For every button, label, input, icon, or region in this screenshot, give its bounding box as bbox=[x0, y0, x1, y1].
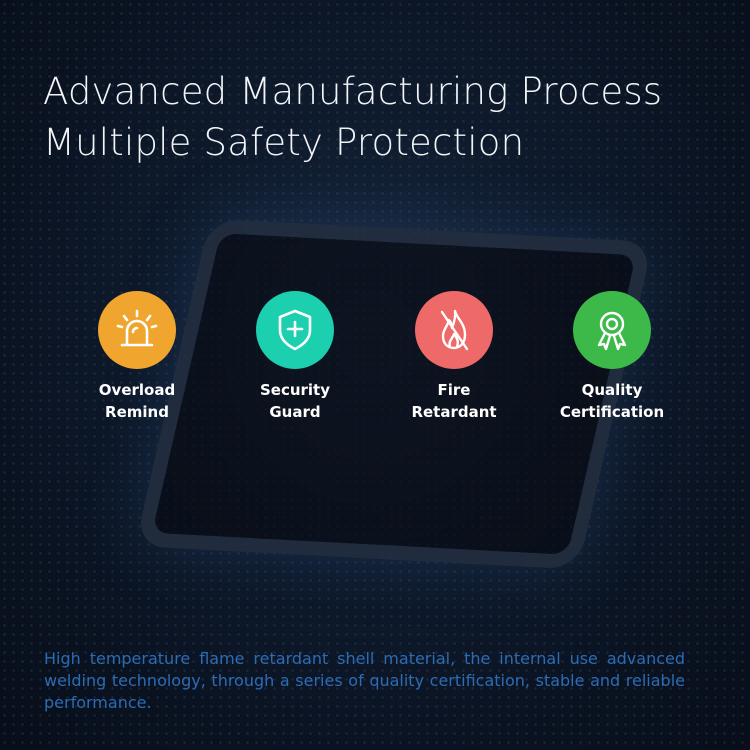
headline-line-1: Advanced Manufacturing Process bbox=[43, 70, 663, 113]
headline: Advanced Manufacturing Process Multiple … bbox=[43, 66, 662, 168]
award-ribbon-icon bbox=[573, 291, 651, 369]
feature-overload-remind: Overload Remind bbox=[57, 291, 217, 423]
description-text: High temperature flame retardant shell m… bbox=[44, 649, 685, 712]
feature-label: Fire bbox=[437, 381, 471, 399]
feature-quality-certification: Quality Certification bbox=[532, 291, 692, 423]
feature-label: Guard bbox=[269, 403, 321, 421]
feature-security-guard: Security Guard bbox=[215, 291, 375, 423]
feature-label: Certification bbox=[559, 403, 665, 421]
feature-label: Retardant bbox=[411, 403, 497, 421]
feature-fire-retardant: Fire Retardant bbox=[374, 291, 534, 423]
alarm-light-icon bbox=[98, 291, 176, 369]
headline-line-2: Multiple Safety Protection bbox=[43, 121, 525, 164]
feature-label: Overload bbox=[98, 381, 176, 399]
feature-label: Quality bbox=[581, 381, 643, 399]
no-fire-icon bbox=[415, 291, 493, 369]
shield-plus-icon bbox=[256, 291, 334, 369]
feature-label: Security bbox=[259, 381, 331, 399]
feature-label: Remind bbox=[105, 403, 169, 421]
